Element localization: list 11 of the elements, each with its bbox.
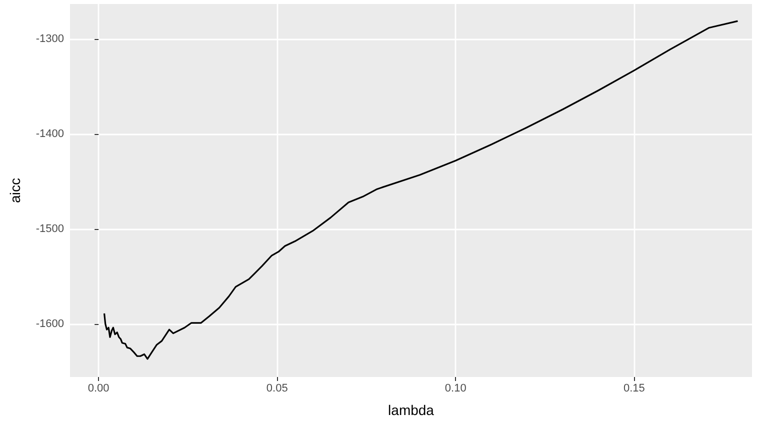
y-axis-title: aicc bbox=[7, 178, 23, 203]
x-tick-label: 0.10 bbox=[444, 382, 466, 394]
line-series bbox=[103, 20, 739, 360]
y-tick-label: -1300 bbox=[36, 33, 64, 46]
x-tick-label: 0.05 bbox=[266, 382, 288, 394]
y-tick-label: -1600 bbox=[36, 318, 64, 330]
x-axis-title: lambda bbox=[388, 402, 434, 418]
y-tick-label: -1500 bbox=[36, 222, 64, 235]
y-tick-label: -1400 bbox=[36, 128, 64, 140]
x-tick-label: 0.00 bbox=[88, 382, 110, 394]
x-tick-label: 0.15 bbox=[623, 382, 645, 394]
